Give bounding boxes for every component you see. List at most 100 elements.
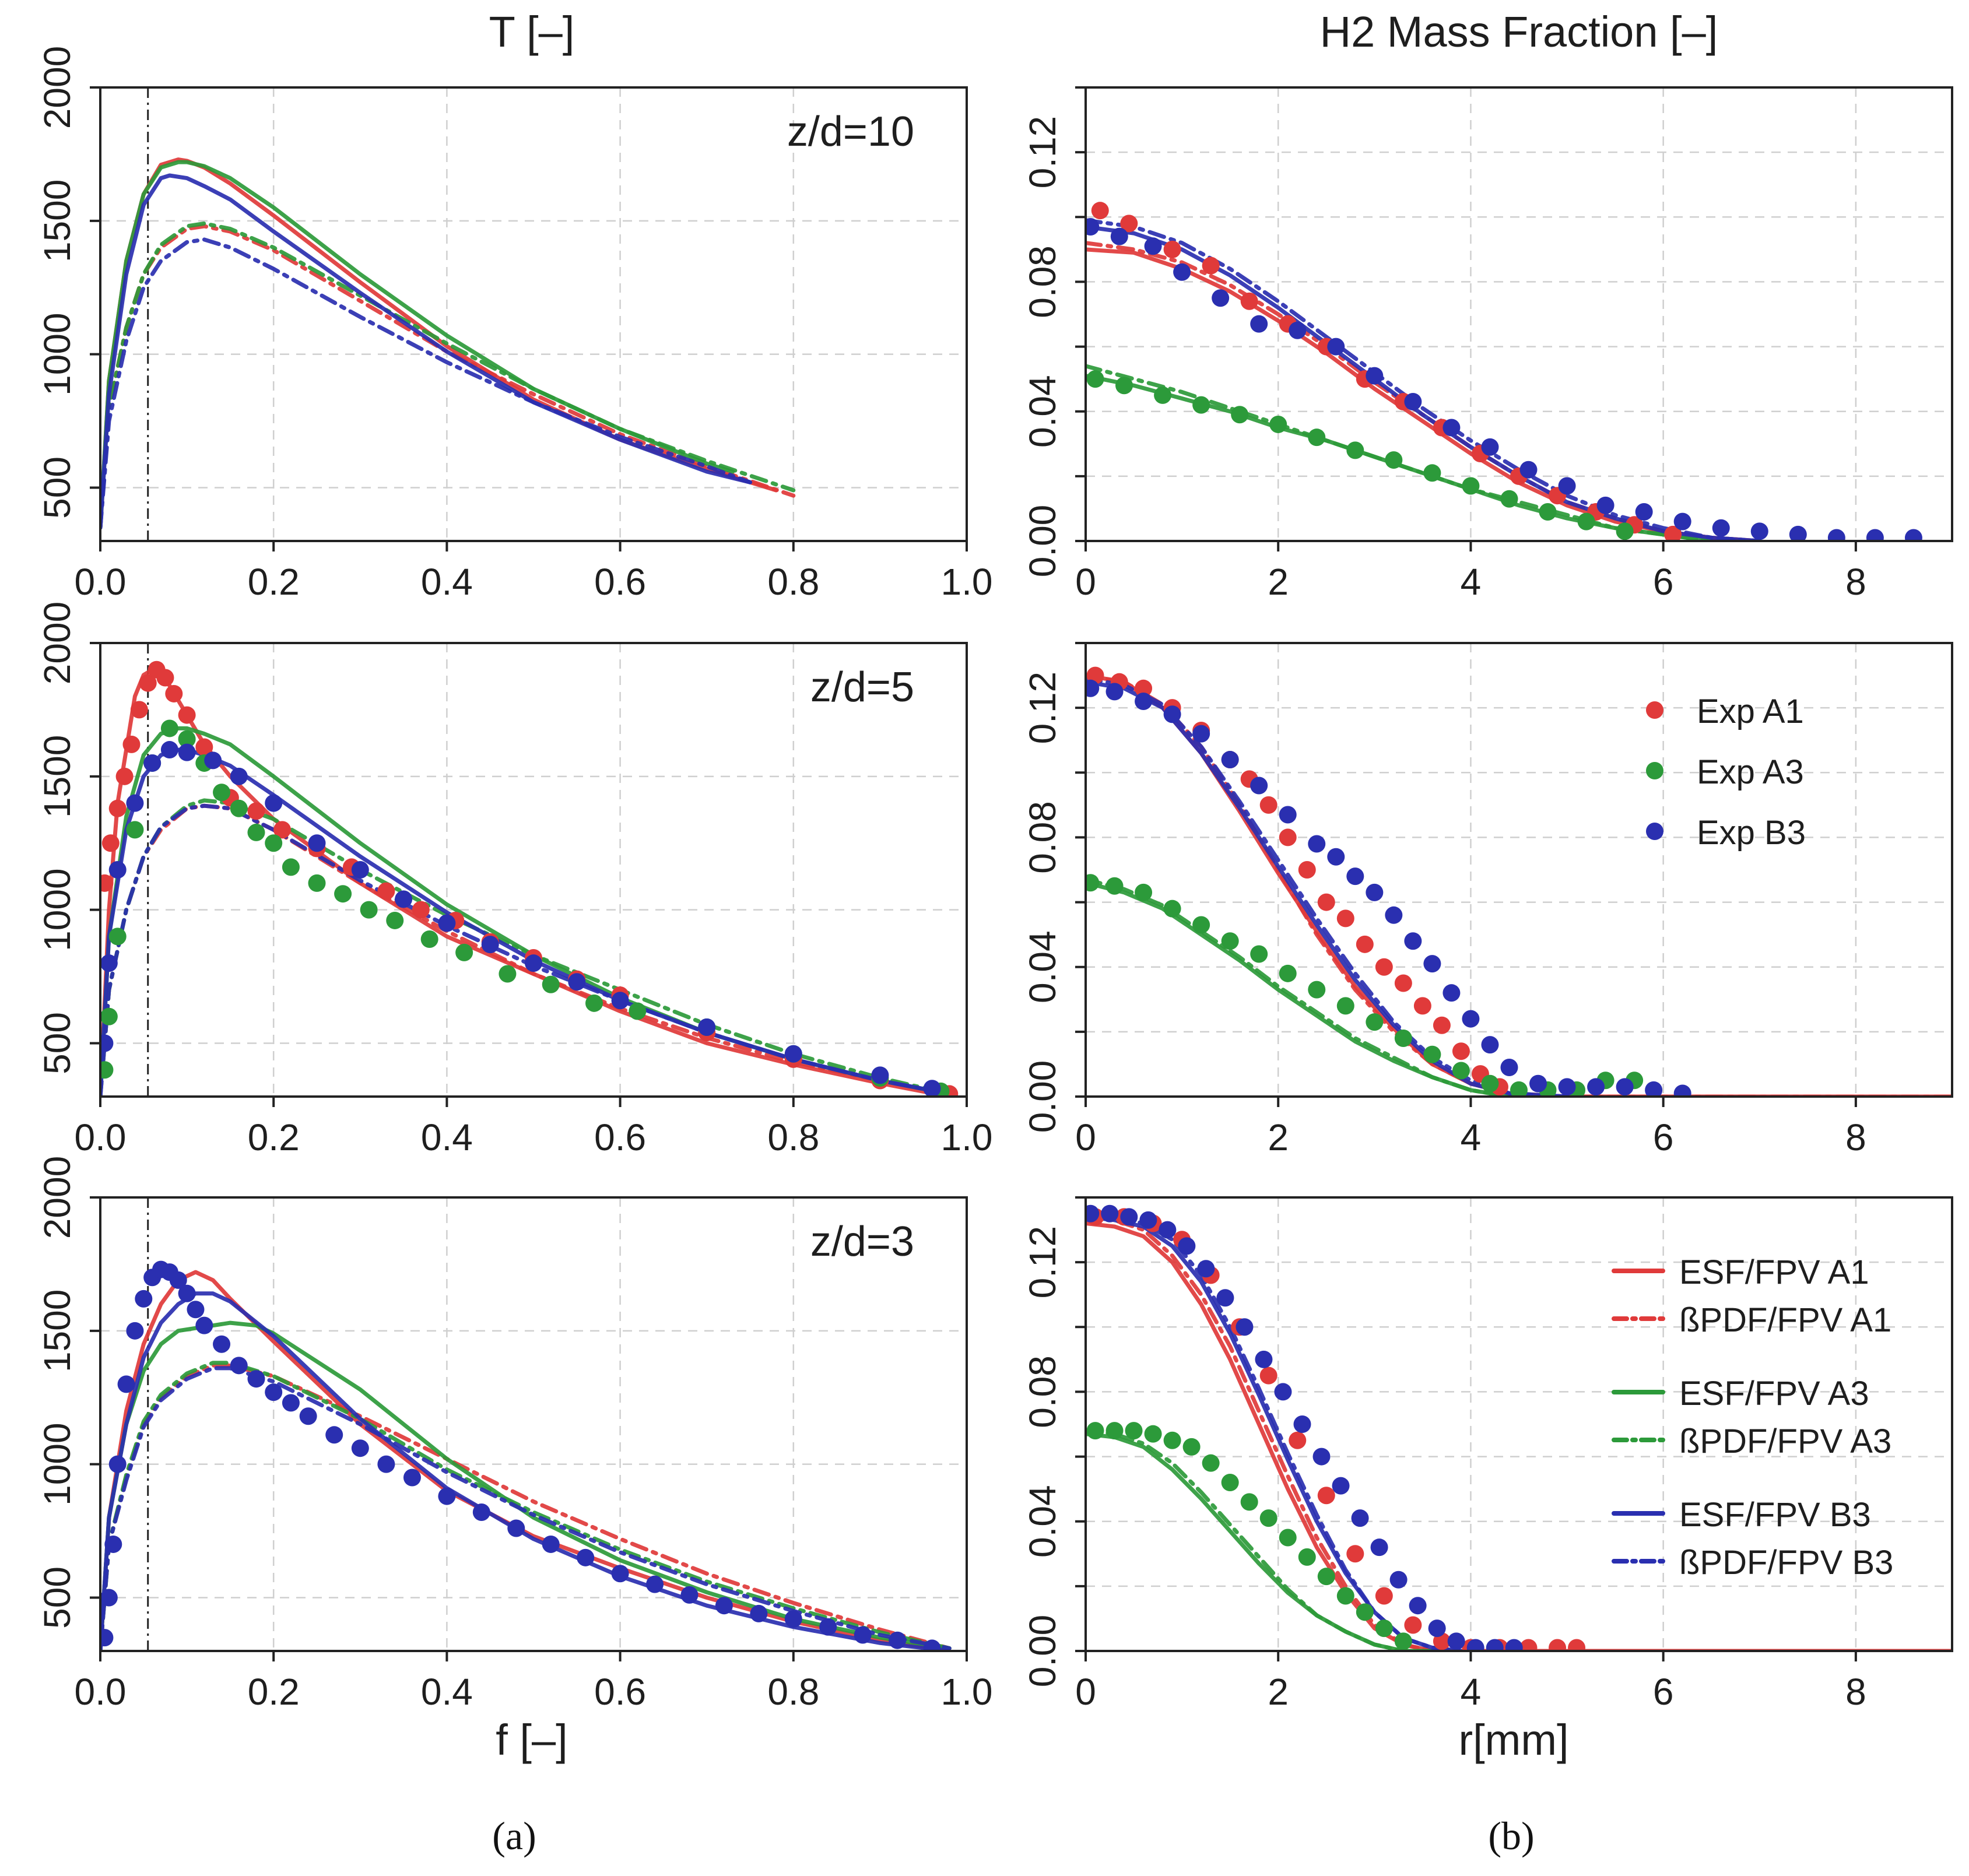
data-point-exp-b3 (108, 861, 127, 879)
data-point-exp-b3 (351, 861, 369, 879)
data-point-exp-b3 (178, 1284, 196, 1302)
legend-item-exp-a1: Exp A1 (1646, 693, 1804, 730)
plot-area (1086, 666, 1952, 1097)
data-point-exp-a1 (1259, 1366, 1277, 1385)
series-pdf-fpv-b3 (100, 1366, 952, 1651)
data-point-exp-a3 (1616, 522, 1634, 540)
panel-annotation: z/d=5 (810, 664, 914, 711)
data-point-exp-b3 (784, 1045, 802, 1063)
data-point-exp-b3 (1389, 1571, 1408, 1589)
data-point-exp-b3 (1750, 522, 1768, 540)
chart-H2-5: 0 2 4 6 8 0.00 0.04 0.08 0.12 (1022, 642, 1953, 1158)
x-tick-label: 8 (1845, 1671, 1866, 1713)
data-point-exp-a3 (1336, 997, 1354, 1015)
x-tick-label: 0.2 (248, 1116, 300, 1158)
data-point-exp-b3 (160, 741, 178, 759)
legend-item-exp-b3: Exp B3 (1646, 814, 1806, 852)
data-point-exp-b3 (187, 1301, 205, 1319)
data-point-exp-b3 (1635, 503, 1653, 521)
data-point-exp-a1 (1375, 958, 1393, 976)
legend-marker (1646, 823, 1663, 840)
series-esf-fpv-a3 (1086, 880, 1570, 1097)
y-tick-label: 2000 (36, 602, 78, 684)
data-point-exp-a3 (1510, 1081, 1528, 1097)
legend-label: Exp B3 (1697, 814, 1806, 852)
x-tick-label: 0 (1075, 1671, 1096, 1713)
data-point-exp-a3 (1279, 1529, 1297, 1547)
x-tick-label: 0.4 (421, 1671, 473, 1713)
x-tick-label: 0.6 (594, 1671, 646, 1713)
data-point-exp-b3 (715, 1597, 733, 1615)
data-point-exp-a1 (139, 674, 157, 692)
data-point-exp-b3 (1255, 1350, 1273, 1368)
data-point-exp-b3 (646, 1575, 664, 1593)
x-tick-label: 0.8 (767, 1671, 819, 1713)
data-point-exp-a1 (156, 669, 174, 687)
data-point-exp-a3 (1308, 428, 1326, 447)
x-tick-label: 0.8 (767, 1116, 819, 1158)
x-tick-label: 0.6 (594, 1116, 646, 1158)
data-point-exp-b3 (100, 954, 118, 972)
legend-item-pdf-fpv-a1: ßPDF/FPV A1 (1612, 1301, 1891, 1339)
data-point-exp-b3 (1327, 338, 1345, 356)
x-tick-label: 6 (1653, 1116, 1674, 1158)
data-point-exp-b3 (1144, 237, 1162, 255)
data-point-exp-b3 (1346, 867, 1364, 886)
legend-label: ßPDF/FPV B3 (1679, 1544, 1893, 1582)
data-point-exp-b3 (1308, 835, 1326, 853)
data-point-exp-b3 (680, 1586, 699, 1604)
data-point-exp-a3 (1394, 1029, 1412, 1047)
data-point-exp-b3 (1105, 683, 1124, 701)
data-point-exp-b3 (1086, 679, 1100, 697)
data-point-exp-a1 (1413, 997, 1431, 1015)
chart-T-5: 0.0 0.2 0.4 0.6 0.8 1.0 500 1000 1500 2000 z/d=5 (36, 602, 992, 1158)
legend-marker (1646, 701, 1663, 719)
data-point-exp-b3 (1370, 1538, 1388, 1557)
data-point-exp-a1 (273, 821, 292, 839)
y-tick-label: 0.12 (1022, 1226, 1064, 1299)
data-point-exp-a3 (386, 911, 404, 929)
data-point-exp-b3 (1673, 1084, 1691, 1097)
data-point-exp-b3 (117, 1375, 135, 1393)
y-tick-label: 0.04 (1022, 375, 1064, 448)
data-point-exp-b3 (1558, 1078, 1576, 1096)
data-point-exp-b3 (1587, 1078, 1605, 1096)
series-esf-fpv-a3 (100, 1320, 952, 1651)
data-point-exp-b3 (1139, 1211, 1157, 1229)
series-pdf-fpv-b3 (100, 237, 752, 530)
data-point-exp-b3 (1673, 512, 1691, 531)
data-point-exp-b3 (1645, 1081, 1663, 1097)
chart-T-10: 0.0 0.2 0.4 0.6 0.8 1.0 500 1000 1500 2000 z/d=10 (36, 46, 992, 603)
data-point-exp-b3 (438, 1487, 456, 1505)
data-point-exp-a1 (1091, 202, 1109, 220)
y-tick-label: 0.00 (1022, 1060, 1064, 1133)
legend-models: ESF/FPV A1 ßPDF/FPV A1 ESF/FPV A3 ßPDF/FPV … (1612, 1253, 1893, 1582)
y-tick-label: 0.12 (1022, 672, 1064, 744)
data-point-exp-b3 (1173, 263, 1191, 281)
data-point-exp-a3 (1154, 386, 1172, 404)
series-exp-a3 (1086, 1422, 1412, 1650)
data-point-exp-a3 (1115, 377, 1133, 395)
data-point-exp-b3 (265, 794, 283, 812)
data-point-exp-b3 (299, 1407, 317, 1425)
plot-area (100, 1260, 952, 1651)
data-point-exp-a3 (1423, 1045, 1441, 1063)
x-tick-label: 1.0 (941, 561, 993, 603)
data-point-exp-a1 (1452, 1042, 1470, 1060)
axes-frame (1084, 642, 1953, 1098)
data-point-exp-b3 (854, 1626, 872, 1644)
y-tick-label: 0.04 (1022, 1485, 1064, 1558)
data-point-exp-b3 (1212, 289, 1230, 307)
x-tick-label: 6 (1653, 1671, 1674, 1713)
data-point-exp-a3 (1298, 1548, 1316, 1566)
data-point-exp-b3 (1423, 955, 1441, 973)
x-label-left: f [–] (496, 1716, 567, 1764)
data-point-exp-a3 (1086, 1422, 1104, 1440)
data-point-exp-a3 (1105, 877, 1124, 895)
x-tick-label: 0.0 (75, 1671, 127, 1713)
data-point-exp-a3 (230, 799, 248, 817)
data-point-exp-a3 (1221, 932, 1239, 950)
data-point-exp-b3 (1481, 438, 1499, 456)
axes-frame (1084, 1196, 1953, 1652)
x-tick-label: 2 (1268, 1116, 1289, 1158)
